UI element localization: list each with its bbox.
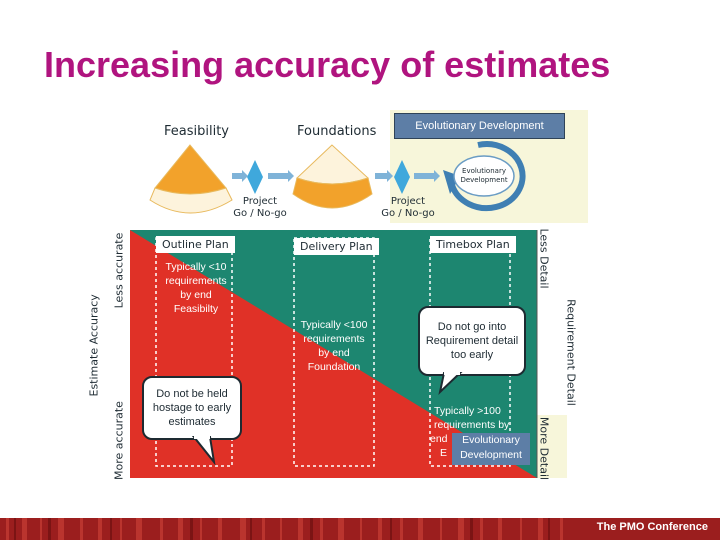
slide-title: Increasing accuracy of estimates xyxy=(44,44,611,85)
bubble-tail-icon xyxy=(191,436,216,466)
foundations-label: Foundations xyxy=(297,124,377,139)
more-accurate-label: More accurate xyxy=(112,401,126,480)
flow-arrow-icon xyxy=(232,170,440,182)
gate-label-1: Project Go / No-go xyxy=(233,196,287,219)
outline-plan-text: Typically <10 requirements by end Feasibilt… xyxy=(165,261,227,315)
gate-diamond-icon xyxy=(394,160,410,194)
evolutionary-development-label: Evolutionary Development xyxy=(452,433,530,465)
evolutionary-cycle-label: Evolutionary Development xyxy=(460,167,508,184)
foundations-cone-icon xyxy=(292,144,373,209)
gate-diamond-icon xyxy=(247,160,263,194)
less-detail-label: Less Detail xyxy=(537,228,551,289)
evolutionary-development-header: Evolutionary Development xyxy=(394,113,565,139)
outline-plan-title: Outline Plan xyxy=(156,236,235,253)
delivery-plan-text: Typically <100 requirements by end Foundati… xyxy=(300,319,368,373)
conference-footer-text: The PMO Conference xyxy=(596,521,708,533)
gate-label-2: Project Go / No-go xyxy=(381,196,435,219)
estimate-accuracy-axis-label: Estimate Accuracy xyxy=(87,294,101,397)
hostage-speech-bubble: Do not be held hostage to early estimates xyxy=(142,376,242,440)
feasibility-label: Feasibility xyxy=(164,124,229,139)
timebox-plan-title: Timebox Plan xyxy=(430,236,516,253)
evolutionary-cycle-icon xyxy=(443,141,526,212)
detail-area-green xyxy=(130,230,537,478)
more-detail-label: More Detail xyxy=(537,416,551,481)
requirement-detail-axis-label: Requirement Detail xyxy=(564,299,578,406)
bubble-tail-icon xyxy=(438,372,463,395)
delivery-plan-box xyxy=(293,237,375,467)
early-detail-speech-bubble: Do not go into Requirement detail too earl… xyxy=(418,306,526,376)
footer-stripe-bar xyxy=(0,518,720,540)
delivery-plan-title: Delivery Plan xyxy=(294,238,379,255)
feasibility-cone-icon xyxy=(149,144,233,214)
timebox-plan-text: Typically >100 requirements by end E xyxy=(430,405,510,459)
less-accurate-label: Less accurate xyxy=(112,232,126,309)
more-detail-highlight xyxy=(537,415,567,478)
